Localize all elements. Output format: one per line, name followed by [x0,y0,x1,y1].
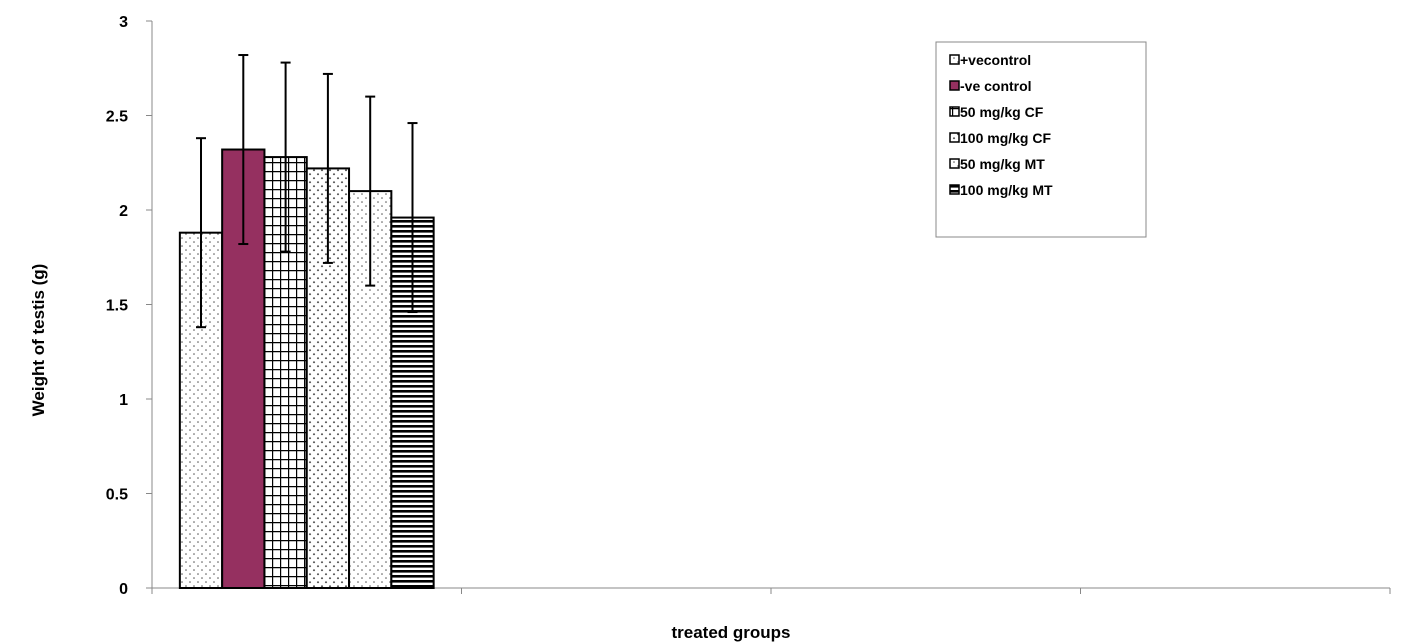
y-tick-label: 2.5 [106,109,128,126]
bar-2 [221,148,266,590]
legend-swatch-1 [949,54,960,65]
y-axis-title: Weight of testis (g) [29,264,48,417]
legend-label-2: -ve control [960,78,1032,94]
y-tick-label: 3 [119,14,128,31]
error-bars [196,54,418,329]
legend-label-3: 50 mg/kg CF [960,104,1044,120]
legend-label-4: 100 mg/kg CF [960,130,1051,146]
y-tick-label: 0 [119,581,128,598]
legend-swatch-2 [949,80,960,91]
legend-swatch-3 [949,106,960,117]
legend-swatch-6 [949,184,960,195]
legend: +vecontrol -ve control 50 mg/kg CF 100 mg/k… [935,41,1147,238]
y-tick-label: 0.5 [106,487,128,504]
y-tick-label: 2 [119,203,128,220]
x-axis-title: treated groups [671,623,790,642]
legend-label-1: +vecontrol [960,52,1031,68]
legend-swatch-4 [949,132,960,143]
y-tick-label: 1.5 [106,298,128,315]
legend-swatch-5 [949,158,960,169]
legend-label-5: 50 mg/kg MT [960,156,1045,172]
legend-label-6: 100 mg/kg MT [960,182,1053,198]
y-tick-label: 1 [119,392,128,409]
bars [178,148,435,590]
legend-box [935,41,1147,238]
